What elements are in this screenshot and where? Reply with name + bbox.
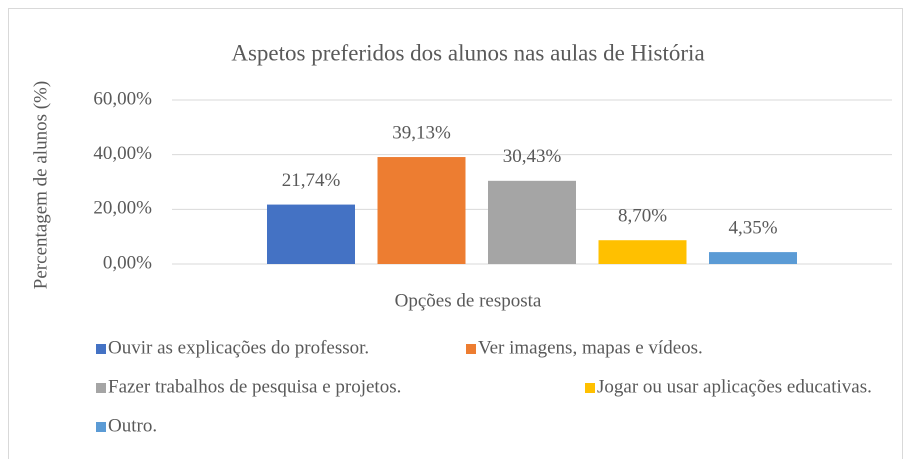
legend-marker <box>96 422 106 432</box>
legend-label: Fazer trabalhos de pesquisa e projetos. <box>108 376 401 397</box>
bar <box>267 204 355 264</box>
legend-label: Ouvir as explicações do professor. <box>108 337 369 358</box>
data-label: 30,43% <box>503 146 562 167</box>
legend-marker <box>585 383 595 393</box>
y-tick-label: 20,00% <box>93 198 152 219</box>
legend-label: Jogar ou usar aplicações educativas. <box>597 376 872 397</box>
y-tick-label: 40,00% <box>93 143 152 164</box>
legend-marker <box>96 344 106 354</box>
y-axis-label: Percentagem de alunos (%) <box>30 81 51 289</box>
legend-marker <box>96 383 106 393</box>
data-label: 8,70% <box>618 206 667 227</box>
data-label: 4,35% <box>728 217 777 238</box>
data-label: 21,74% <box>282 170 341 191</box>
y-tick-label: 60,00% <box>93 88 152 109</box>
legend-label: Ver imagens, mapas e vídeos. <box>478 337 703 358</box>
bar <box>488 180 576 264</box>
bar <box>598 240 687 264</box>
y-tick-label: 0,00% <box>103 252 152 273</box>
chart-title: Aspetos preferidos dos alunos nas aulas … <box>231 40 704 65</box>
x-axis-label: Opções de resposta <box>395 290 542 311</box>
data-label: 39,13% <box>392 122 451 143</box>
bar <box>377 157 466 264</box>
legend-label: Outro. <box>108 415 157 436</box>
bar <box>709 252 797 264</box>
legend-marker <box>466 344 476 354</box>
